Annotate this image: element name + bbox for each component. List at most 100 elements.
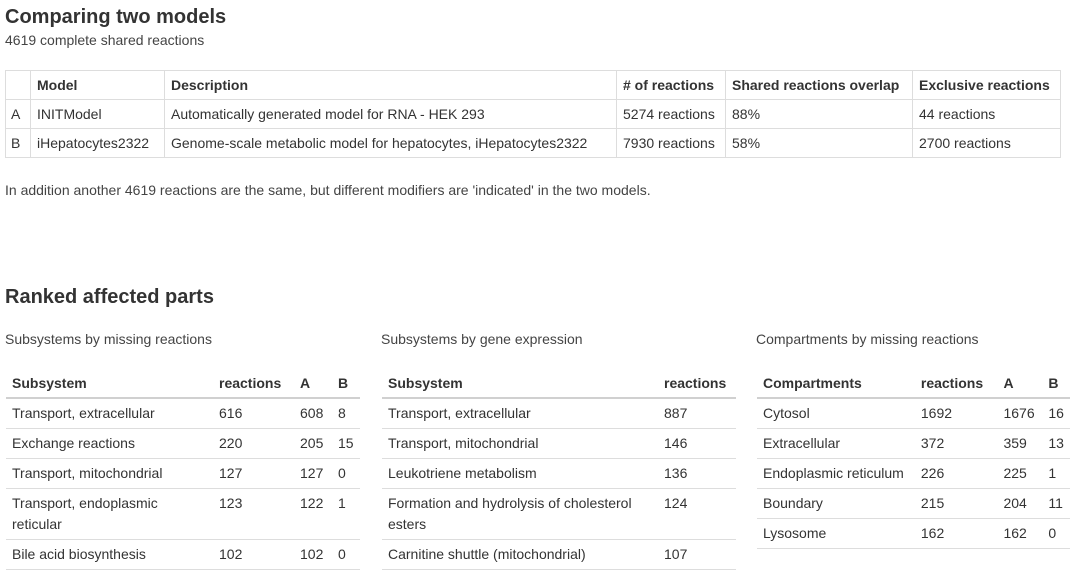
compartments-missing-table: Compartments reactions A B Cytosol 1692 … (757, 369, 1070, 549)
subsystem-name: Bile acid biosynthesis (6, 539, 213, 570)
table-row: Cytosol 1692 1676 16 (757, 398, 1070, 429)
model-name: iHepatocytes2322 (30, 128, 165, 158)
page-title: Comparing two models (5, 6, 227, 28)
subsystem-name: Formation and hydrolysis of cholesterol … (382, 488, 658, 540)
reaction-count: 1692 (914, 398, 998, 429)
model-reaction-count: 5274 reactions (616, 99, 726, 129)
count-a: 359 (997, 428, 1043, 459)
table-row: Formation and hydrolysis of cholesterol … (382, 488, 736, 540)
count-b: 16 (1042, 398, 1070, 429)
column-header-a: A (294, 369, 332, 399)
panel-subsystems-missing: Subsystems by missing reactions Subsyste… (5, 330, 365, 570)
models-table-header-row: Model Description # of reactions Shared … (5, 70, 1061, 100)
count-a: 102 (294, 539, 332, 570)
column-header-reactions: # of reactions (616, 70, 726, 100)
table-row: Transport, extracellular 616 608 8 (6, 398, 360, 429)
column-header-exclusive: Exclusive reactions (912, 70, 1061, 100)
reaction-count: 124 (658, 488, 736, 540)
model-overlap: 88% (725, 99, 913, 129)
panel-subsystems-expression: Subsystems by gene expression Subsystem … (381, 330, 741, 570)
table-row: Exchange reactions 220 205 15 (6, 428, 360, 459)
table-row: Carnitine shuttle (mitochondrial) 107 (382, 539, 736, 570)
table-row: Endoplasmic reticulum 226 225 1 (757, 458, 1070, 489)
count-a: 1676 (997, 398, 1043, 429)
panel-title: Subsystems by missing reactions (5, 331, 212, 347)
count-a: 608 (294, 398, 332, 429)
reaction-count: 215 (914, 488, 998, 519)
reaction-count: 887 (658, 398, 736, 429)
compartment-name: Boundary (757, 488, 915, 519)
count-b: 8 (332, 398, 360, 429)
column-header-reactions: reactions (213, 369, 294, 399)
modifiers-note: In addition another 4619 reactions are t… (5, 182, 651, 198)
reaction-count: 220 (213, 428, 294, 459)
column-header-reactions: reactions (914, 369, 998, 399)
subsystem-name: Carnitine shuttle (mitochondrial) (382, 539, 658, 570)
model-letter: B (5, 128, 31, 158)
count-b: 15 (332, 428, 360, 459)
count-b: 0 (332, 539, 360, 570)
reaction-count: 226 (914, 458, 998, 489)
table-row: A INITModel Automatically generated mode… (5, 99, 1061, 129)
column-header-letter (5, 70, 31, 100)
model-description: Genome-scale metabolic model for hepatoc… (164, 128, 617, 158)
column-header-b: B (1042, 369, 1070, 399)
count-b: 0 (332, 458, 360, 489)
panel-compartments-missing: Compartments by missing reactions Compar… (756, 330, 1073, 549)
column-header-reactions: reactions (658, 369, 736, 399)
models-table: Model Description # of reactions Shared … (5, 70, 1061, 158)
table-row: Bile acid biosynthesis 102 102 0 (6, 539, 360, 570)
model-reaction-count: 7930 reactions (616, 128, 726, 158)
model-overlap: 58% (725, 128, 913, 158)
table-row: Leukotriene metabolism 136 (382, 458, 736, 489)
model-exclusive: 2700 reactions (912, 128, 1061, 158)
column-header-model: Model (30, 70, 165, 100)
reaction-count: 102 (213, 539, 294, 570)
column-header-subsystem: Subsystem (6, 369, 213, 399)
reaction-count: 146 (658, 428, 736, 459)
reaction-count: 136 (658, 458, 736, 489)
count-a: 205 (294, 428, 332, 459)
subsystems-expression-table: Subsystem reactions Transport, extracell… (382, 369, 736, 570)
ranked-section-title: Ranked affected parts (5, 286, 214, 308)
compartment-name: Endoplasmic reticulum (757, 458, 915, 489)
table-row: Extracellular 372 359 13 (757, 428, 1070, 459)
count-a: 204 (997, 488, 1043, 519)
count-b: 11 (1042, 488, 1070, 519)
count-a: 122 (294, 488, 332, 540)
column-header-subsystem: Subsystem (382, 369, 658, 399)
panel-title: Subsystems by gene expression (381, 331, 583, 347)
table-row: Lysosome 162 162 0 (757, 518, 1070, 549)
column-header-b: B (332, 369, 360, 399)
reaction-count: 123 (213, 488, 294, 540)
rank-header-row: Subsystem reactions (382, 369, 736, 399)
panel-title: Compartments by missing reactions (756, 331, 979, 347)
subsystem-name: Exchange reactions (6, 428, 213, 459)
table-row: Transport, extracellular 887 (382, 398, 736, 429)
reaction-count: 107 (658, 539, 736, 570)
table-row: Transport, mitochondrial 146 (382, 428, 736, 459)
model-letter: A (5, 99, 31, 129)
count-a: 127 (294, 458, 332, 489)
subsystem-name: Transport, extracellular (6, 398, 213, 429)
subsystem-name: Transport, endoplasmic reticular (6, 488, 213, 540)
count-b: 0 (1042, 518, 1070, 549)
compartment-name: Cytosol (757, 398, 915, 429)
rank-header-row: Subsystem reactions A B (6, 369, 360, 399)
count-b: 1 (332, 488, 360, 540)
compartment-name: Lysosome (757, 518, 915, 549)
reaction-count: 127 (213, 458, 294, 489)
table-row: Boundary 215 204 11 (757, 488, 1070, 519)
reaction-count: 616 (213, 398, 294, 429)
table-row: B iHepatocytes2322 Genome-scale metaboli… (5, 128, 1061, 158)
column-header-description: Description (164, 70, 617, 100)
compartment-name: Extracellular (757, 428, 915, 459)
subsystem-name: Leukotriene metabolism (382, 458, 658, 489)
count-b: 13 (1042, 428, 1070, 459)
column-header-compartments: Compartments (757, 369, 915, 399)
subsystem-name: Transport, mitochondrial (382, 428, 658, 459)
column-header-a: A (997, 369, 1043, 399)
rank-header-row: Compartments reactions A B (757, 369, 1070, 399)
count-a: 225 (997, 458, 1043, 489)
model-name: INITModel (30, 99, 165, 129)
